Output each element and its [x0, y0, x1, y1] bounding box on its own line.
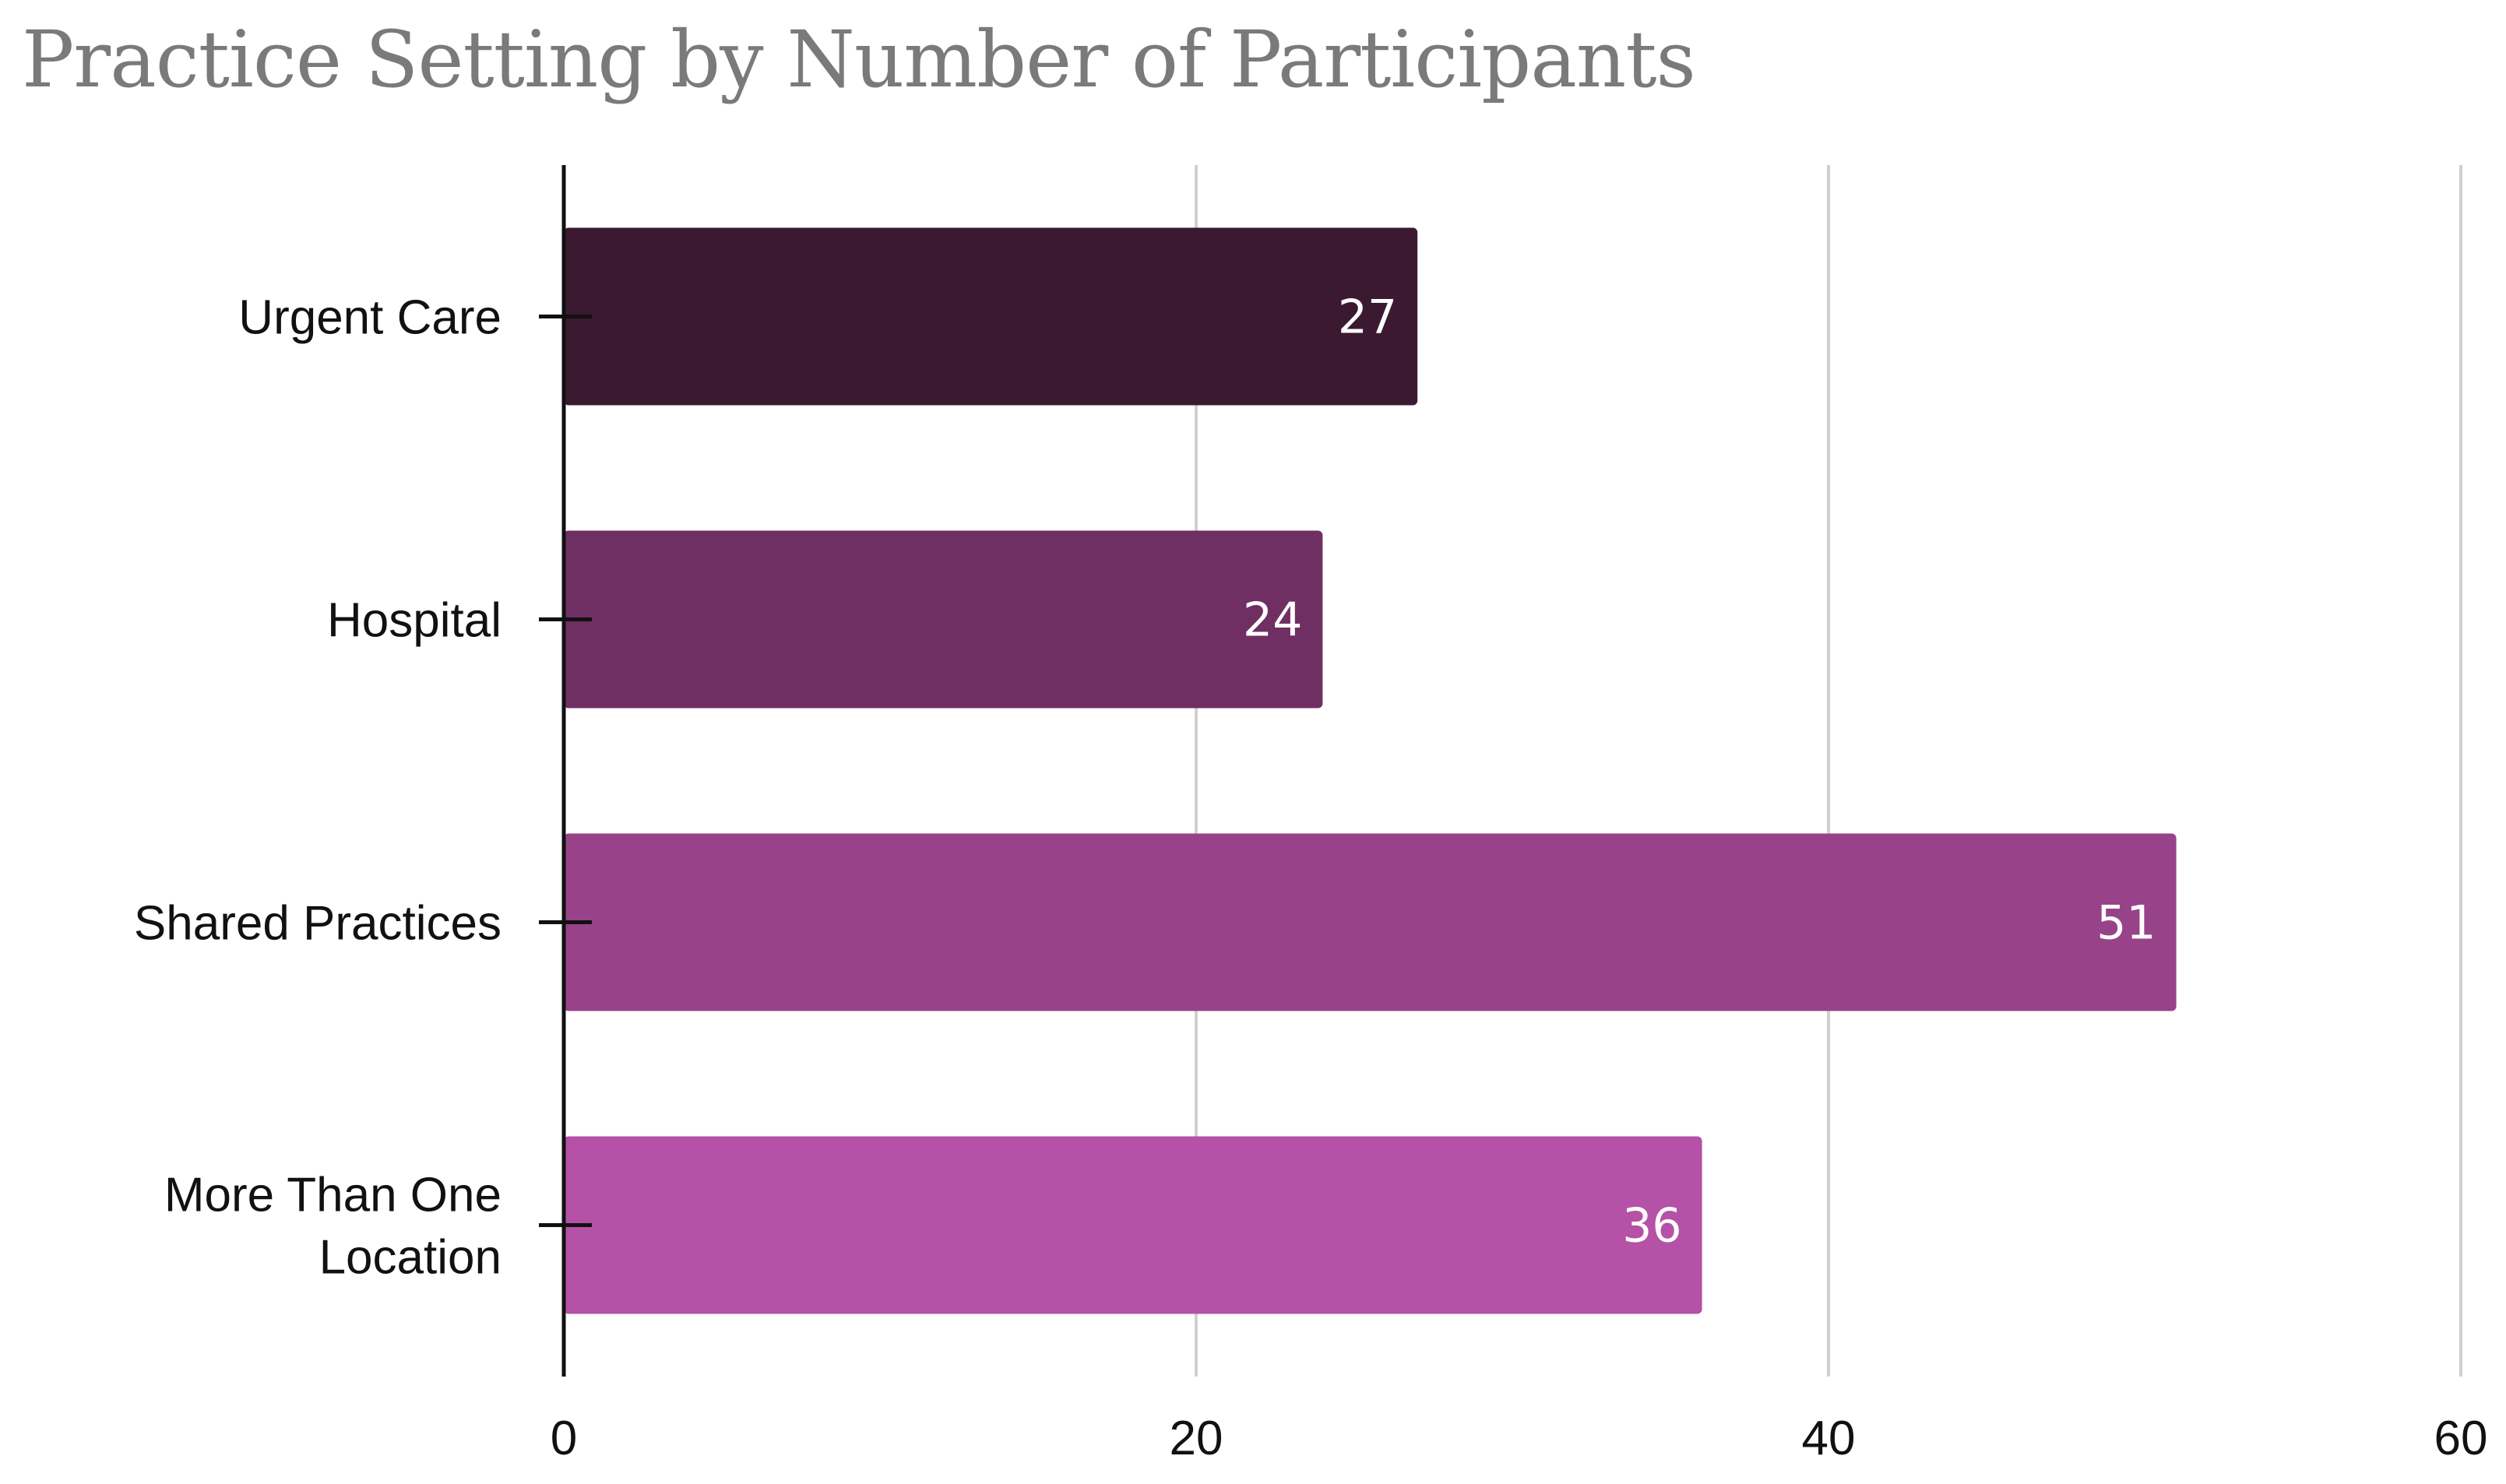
bar-value-label: 51: [2096, 896, 2156, 951]
category-label-line: Hospital: [327, 594, 502, 648]
category-label-line: Location: [319, 1231, 502, 1285]
category-label: Urgent Care: [238, 291, 502, 345]
bar: [564, 227, 1418, 406]
x-tick-label: 20: [1170, 1412, 1223, 1465]
category-label: Shared Practices: [134, 897, 502, 951]
category-label-line: Shared Practices: [134, 897, 502, 951]
category-label-line: Urgent Care: [238, 291, 502, 345]
x-tick-label: 40: [1802, 1412, 1856, 1465]
bars: [564, 227, 2177, 1314]
category-label: More Than One Location: [164, 1169, 502, 1285]
bar: [564, 1136, 1702, 1314]
axes: [539, 165, 592, 1377]
bar-value-label: 36: [1622, 1199, 1681, 1254]
chart-title: Practice Setting by Number of Participan…: [22, 14, 1696, 105]
category-label: Hospital: [327, 594, 502, 648]
bar-value-label: 27: [1338, 290, 1397, 345]
category-label-line: More Than One: [164, 1169, 502, 1222]
bar-value-label: 24: [1243, 593, 1302, 648]
bar: [564, 833, 2177, 1011]
x-tick-label: 60: [2434, 1412, 2488, 1465]
x-tick-label: 0: [551, 1412, 577, 1465]
labels: 0 20 40 60 27 Urgent Care 24 Hospital 51 Shared P…: [134, 290, 2488, 1466]
bar: [564, 530, 1323, 709]
